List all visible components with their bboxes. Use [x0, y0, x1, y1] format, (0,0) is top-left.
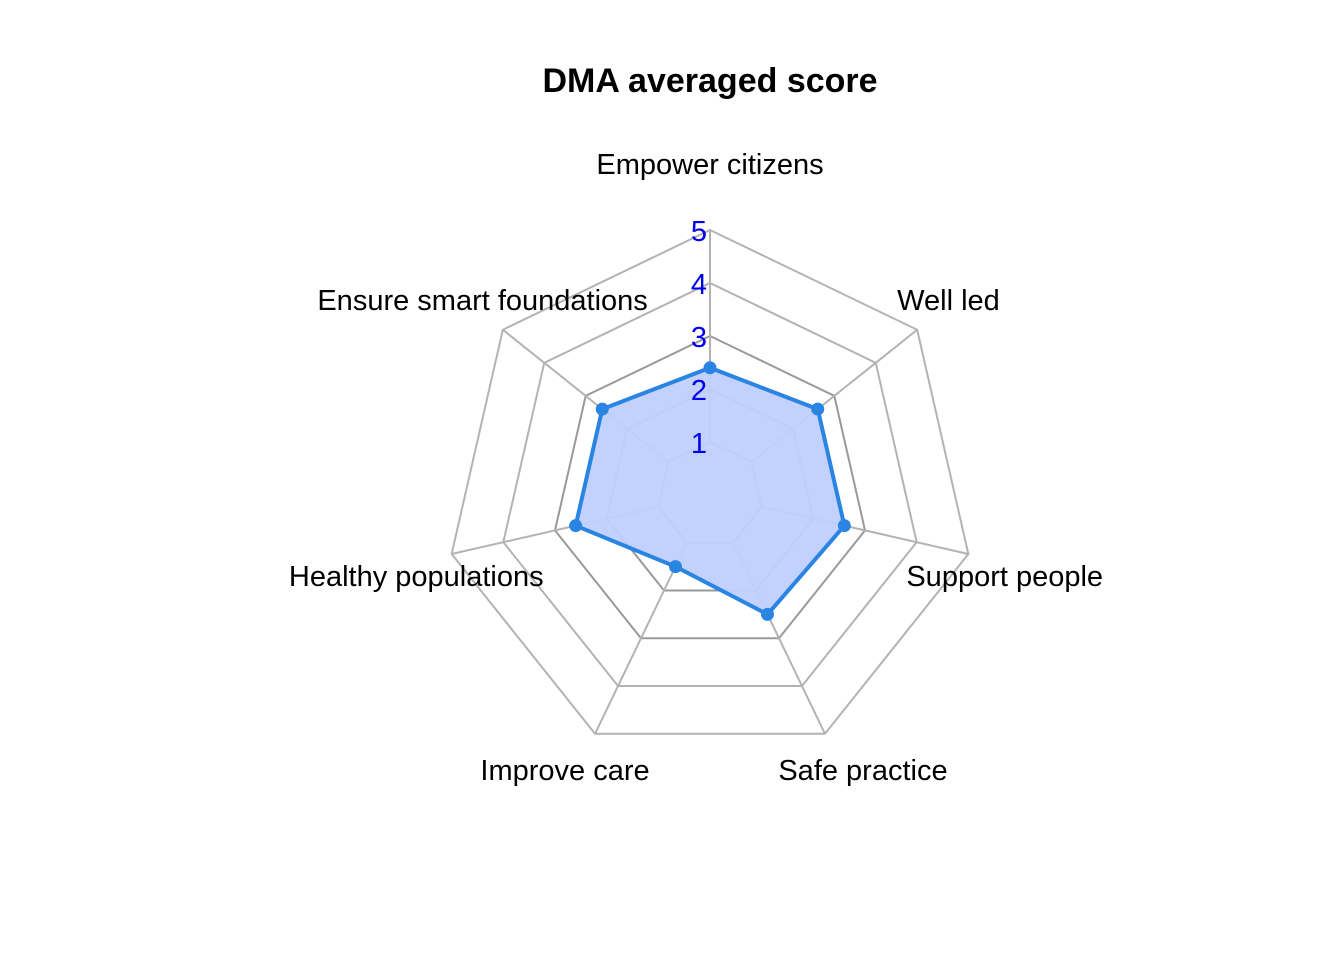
- data-point-2: [811, 402, 825, 416]
- axis-label-2: Well led: [897, 285, 1000, 317]
- axis-label-layer: Empower citizens Well led Support people Sa…: [289, 149, 1103, 787]
- axis-label-5: Improve care: [480, 755, 649, 787]
- axis-label-1: Empower citizens: [596, 149, 823, 181]
- data-point-6: [569, 519, 583, 533]
- tick-label-2: 2: [691, 375, 707, 407]
- data-point-3: [837, 519, 851, 533]
- grid-ring-3: [553, 334, 867, 640]
- axis-label-7: Ensure smart foundations: [317, 285, 647, 317]
- grid-ring-4: [502, 281, 918, 688]
- axis-label-4: Safe practice: [778, 755, 947, 787]
- spoke-5: [594, 542, 688, 735]
- tick-label-1: 1: [691, 428, 707, 460]
- data-point-1: [703, 361, 717, 375]
- data-point-7: [595, 402, 609, 416]
- data-point-5: [669, 560, 683, 574]
- chart-title: DMA averaged score: [542, 62, 877, 100]
- tick-layer: 1 2 3 4 5: [691, 216, 707, 460]
- axis-label-6: Healthy populations: [289, 561, 544, 593]
- data-point-4: [760, 607, 774, 621]
- tick-label-4: 4: [691, 269, 707, 301]
- series-layer: [569, 361, 851, 621]
- axis-label-3: Support people: [906, 561, 1103, 593]
- tick-label-3: 3: [691, 322, 707, 354]
- tick-label-5: 5: [691, 216, 707, 248]
- grid-ring-5: [450, 228, 970, 735]
- series-area: [573, 365, 847, 617]
